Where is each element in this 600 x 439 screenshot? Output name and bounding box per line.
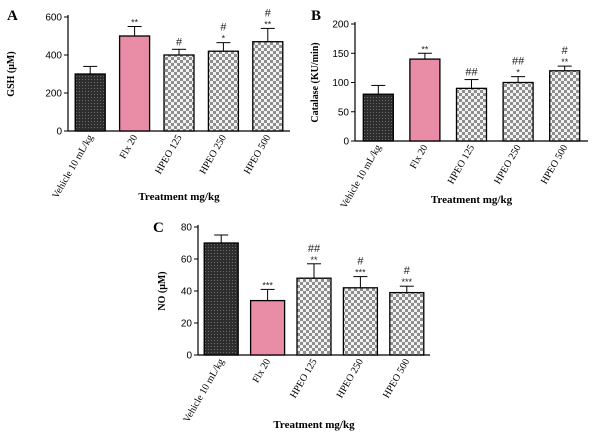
x-tick-label: HPEO 250 xyxy=(335,357,366,400)
x-tick-label: Flx 20 xyxy=(408,143,430,171)
bar xyxy=(252,41,284,132)
x-tick-label: HPEO 500 xyxy=(242,133,273,176)
y-tick-label: 40 xyxy=(181,287,193,298)
x-tick-label: HPEO 125 xyxy=(153,133,184,176)
bar xyxy=(342,287,379,356)
bar xyxy=(389,291,425,356)
x-tick-label: HPEO 125 xyxy=(446,143,477,186)
bar xyxy=(249,299,286,356)
significance-stars: ** xyxy=(264,19,272,29)
x-tick-label: Flx 20 xyxy=(118,133,140,161)
x-tick-label: Vehicle 10 mL/kg xyxy=(339,143,384,211)
panel-letter: C xyxy=(153,220,164,236)
bar xyxy=(203,242,239,356)
significance-hash: # xyxy=(562,45,569,57)
y-axis-label: GSH (μM) xyxy=(6,51,17,96)
y-tick-label: 20 xyxy=(181,319,193,330)
chart-panel-b: B 0 50 100 150 200 Catalase (KU/min) Vehicle 10… xyxy=(310,8,588,211)
panel-letter: B xyxy=(311,8,321,24)
significance-hash: # xyxy=(176,36,183,48)
bar xyxy=(296,277,332,356)
x-axis-label: Treatment mg/kg xyxy=(138,191,220,203)
significance-hash: ## xyxy=(465,67,478,79)
y-tick-label: 100 xyxy=(332,78,349,89)
x-tick-label: Vehicle 10 mL/kg xyxy=(50,133,95,201)
y-tick-label: 0 xyxy=(56,127,62,138)
bar xyxy=(163,54,195,132)
bar xyxy=(502,81,534,142)
significance-hash: # xyxy=(220,22,227,34)
significance-stars: ** xyxy=(421,44,429,54)
y-tick-label: 400 xyxy=(45,51,62,62)
significance-stars: * xyxy=(222,34,226,44)
bar xyxy=(118,35,151,132)
bar xyxy=(455,87,488,142)
bar xyxy=(409,58,441,142)
panel-letter: A xyxy=(7,8,18,24)
x-tick-label: Vehicle 10 mL/kg xyxy=(181,357,226,425)
significance-hash: # xyxy=(265,7,272,19)
y-tick-label: 60 xyxy=(181,255,193,266)
bar xyxy=(74,73,106,132)
significance-hash: # xyxy=(357,256,364,268)
significance-stars: ** xyxy=(310,255,318,265)
y-tick-label: 0 xyxy=(186,351,192,362)
significance-stars: ** xyxy=(131,18,139,28)
y-tick-label: 80 xyxy=(181,223,193,234)
significance-hash: # xyxy=(404,265,411,277)
y-tick-label: 600 xyxy=(45,13,62,24)
bar xyxy=(207,50,240,132)
significance-stars: ** xyxy=(561,57,569,67)
chart-panel-c: C 0 20 40 60 80 NO (μM) Vehicle 10 mL/kg *** Flx … xyxy=(153,220,430,431)
y-axis-label: Catalase (KU/min) xyxy=(310,42,321,122)
y-tick-label: 0 xyxy=(343,137,349,148)
significance-stars: *** xyxy=(355,268,366,278)
significance-hash: ## xyxy=(308,243,321,255)
x-tick-label: Flx 20 xyxy=(251,357,273,385)
x-tick-label: HPEO 500 xyxy=(539,143,570,186)
bar xyxy=(362,93,394,142)
significance-stars: * xyxy=(516,68,520,78)
y-tick-label: 150 xyxy=(332,49,349,60)
y-tick-label: 50 xyxy=(338,107,350,118)
x-tick-label: HPEO 125 xyxy=(288,357,319,400)
chart-panel-a: A 0 200 400 600 GSH (μM) Vehicle 10 mL/kg ** Flx… xyxy=(6,7,290,203)
x-tick-label: HPEO 250 xyxy=(198,133,229,176)
significance-stars: *** xyxy=(402,277,413,287)
x-tick-label: HPEO 500 xyxy=(381,357,412,400)
y-tick-label: 200 xyxy=(45,89,62,100)
y-axis-label: NO (μM) xyxy=(157,271,168,310)
x-tick-label: HPEO 250 xyxy=(492,143,523,186)
x-axis-label: Treatment mg/kg xyxy=(273,419,355,431)
y-tick-label: 200 xyxy=(332,20,349,31)
significance-stars: *** xyxy=(262,280,273,290)
bar xyxy=(549,70,581,142)
x-axis-label: Treatment mg/kg xyxy=(431,194,513,206)
significance-hash: ## xyxy=(512,56,525,68)
